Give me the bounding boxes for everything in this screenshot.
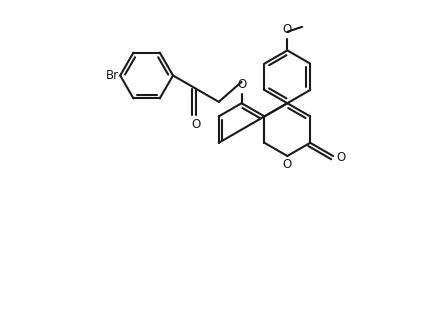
Text: O: O — [237, 78, 246, 91]
Text: O: O — [336, 151, 346, 164]
Text: O: O — [191, 118, 201, 131]
Text: O: O — [283, 23, 292, 36]
Text: Br: Br — [106, 69, 119, 82]
Text: O: O — [283, 158, 292, 171]
